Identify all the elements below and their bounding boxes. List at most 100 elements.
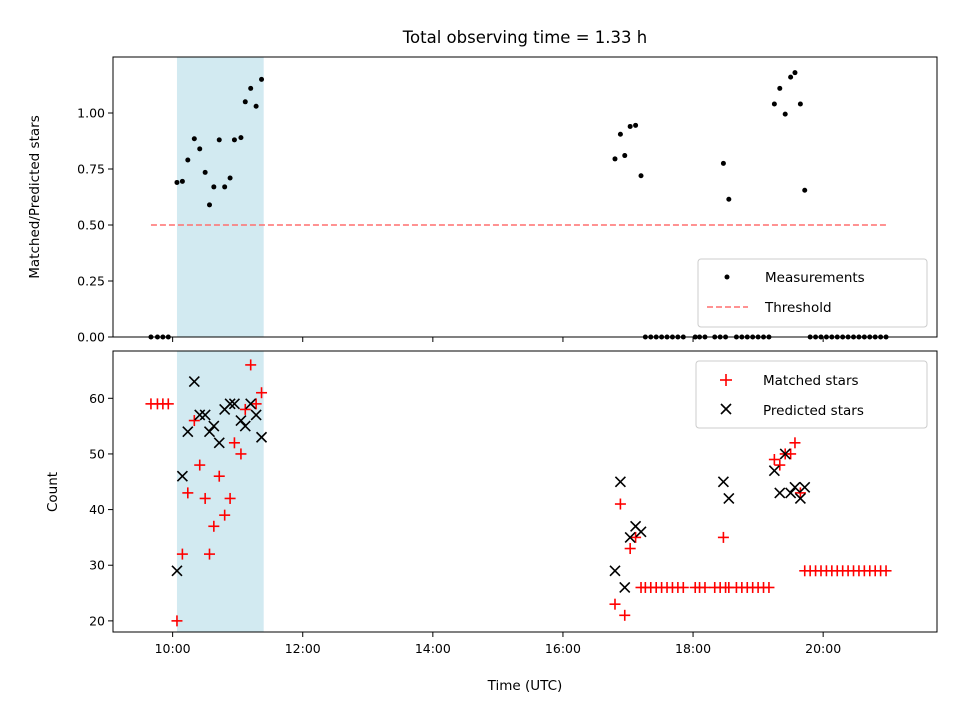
matched-star-point [619,609,631,621]
top-y-ticks: 0.00 0.25 0.50 0.75 1.00 [77,106,113,345]
measurement-point [185,157,191,163]
measurement-point [202,169,208,175]
predicted-star-point [176,470,188,482]
bottom-panel: 10:00 12:00 14:00 16:00 18:00 20:00 20 30 40 50 6… [45,350,938,694]
predicted-star-point [717,476,729,488]
top-shaded-interval [176,57,264,337]
matched-star-point [880,565,892,577]
legend-matched-stars-marker [720,374,732,386]
matched-star-point [785,448,797,460]
predicted-star-point [208,420,220,432]
matched-star-point [219,509,231,521]
matched-star-point [171,615,183,627]
matched-star-point [768,454,780,466]
matched-star-point [794,487,806,499]
x-axis-label: Time (UTC) [487,678,563,694]
x-tick-label: 16:00 [545,641,581,656]
x-tick-label: 14:00 [415,641,451,656]
measurement-point [638,173,644,179]
legend-measurements-marker [724,274,730,280]
measurement-point [206,202,212,208]
predicted-star-point [723,492,735,505]
measurement-point [253,103,259,109]
bottom-shaded-interval [176,351,264,632]
matched-star-point [256,387,268,399]
predicted-star-point [199,409,211,421]
measurement-point [726,196,732,202]
predicted-star-point [228,398,240,410]
predicted-star-point [785,487,797,499]
predicted-star-point [235,414,247,427]
predicted-star-point [171,565,183,577]
measurement-point [227,175,233,181]
predicted-star-point [635,526,647,538]
measurement-point [222,184,228,190]
predicted-star-point [239,420,251,432]
matched-star-point [188,415,200,427]
measurement-point [179,178,185,184]
measurement-point [248,85,254,91]
predicted-star-point [194,409,206,421]
bottom-marks [145,359,892,627]
predicted-star-point [768,465,780,477]
legend-matched-stars-label: Matched stars [763,373,859,389]
measurement-point [211,184,217,190]
top-y-tick-label: 0.25 [77,274,105,289]
measurement-point [231,137,237,143]
measurement-point [174,179,180,185]
measurement-point [788,74,794,80]
matched-star-point [199,492,211,504]
predicted-star-point [182,426,194,438]
matched-star-point [176,548,188,560]
top-x-ticks [172,337,824,342]
measurement-point [622,153,628,159]
top-y-tick-label: 0.00 [77,330,105,345]
measurement-point [216,137,222,143]
measurement-point [617,131,623,137]
predicted-star-point [799,481,811,493]
predicted-star-point [774,487,786,499]
top-panel: 0.00 0.25 0.50 0.75 1.00 Total observing tim… [27,28,938,345]
matched-star-point [630,531,642,543]
x-tick-label: 12:00 [285,641,321,656]
predicted-star-point [245,398,257,410]
measurement-point [771,101,777,107]
matched-star-point [213,470,225,482]
matched-star-point [677,581,689,593]
matched-star-point [245,359,257,371]
measurement-point [797,101,803,107]
legend-predicted-stars-label: Predicted stars [763,403,864,419]
matched-star-point [614,498,626,510]
matched-star-point [235,448,247,460]
top-axes-frame [112,56,938,338]
bottom-y-tick-label: 20 [89,613,105,628]
matched-star-point [699,581,711,593]
x-tick-label: 10:00 [155,641,191,656]
measurement-point [782,111,788,117]
matched-star-point [208,520,220,532]
x-tick-label: 20:00 [805,641,841,656]
measurement-point [720,160,726,166]
bottom-axes-frame [112,350,938,633]
measurement-point [191,136,197,142]
matched-star-point [228,437,240,449]
bottom-y-tick-label: 40 [89,502,105,517]
predicted-star-point [224,398,236,410]
measurement-point [792,70,798,76]
matched-star-point [250,398,262,410]
bottom-legend-box [695,360,928,429]
matched-star-point [224,492,236,504]
measurement-point [242,99,248,105]
bottom-y-ticks: 20 30 40 50 60 [89,391,113,628]
predicted-star-point [609,565,621,577]
measurement-point [238,135,244,141]
legend-predicted-stars-marker [720,403,732,415]
predicted-star-point [794,492,806,505]
measurement-point [197,146,203,152]
predicted-star-point [779,448,791,460]
measurement-point [259,76,265,82]
matched-star-point [789,437,801,449]
top-y-axis-label: Matched/Predicted stars [27,115,43,278]
